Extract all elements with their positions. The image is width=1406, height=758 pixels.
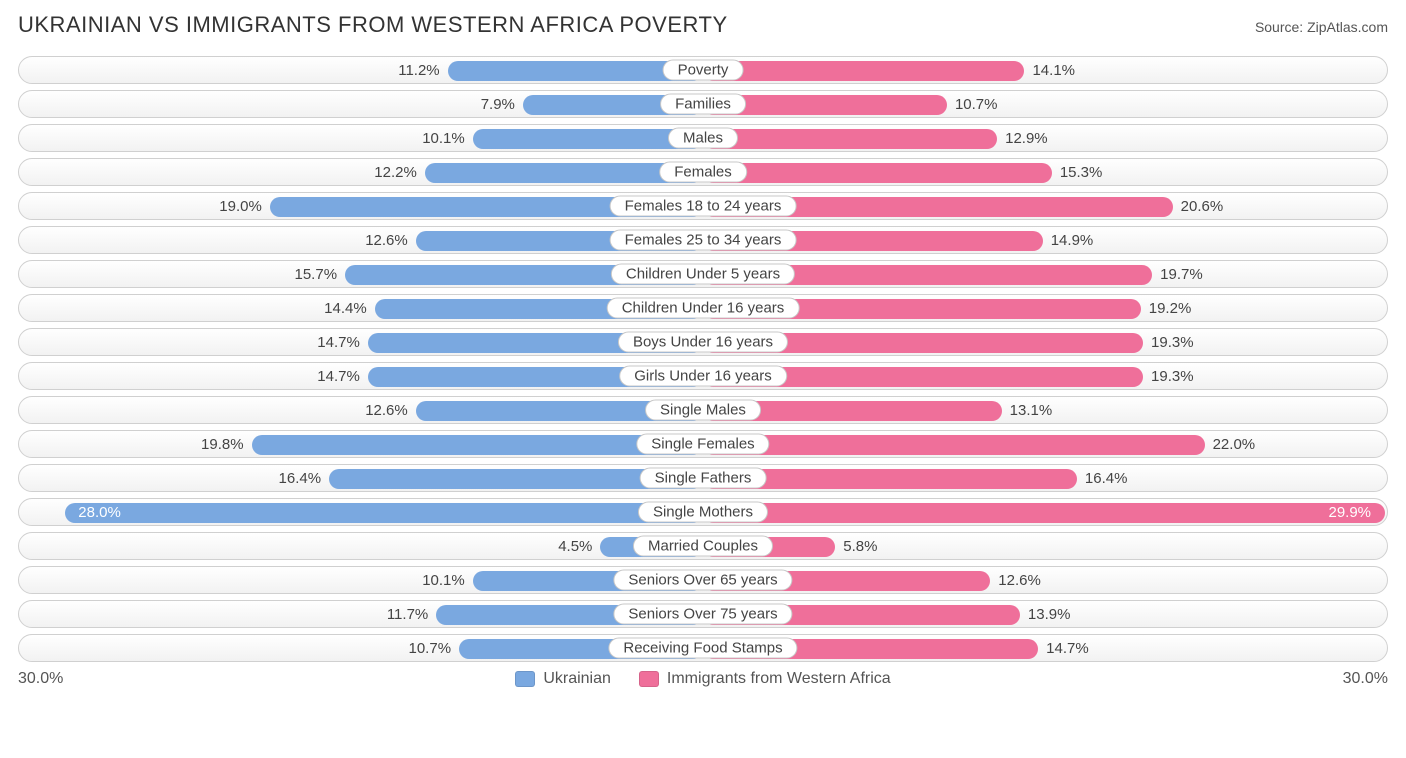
chart-row: 19.0% 20.6% Females 18 to 24 years: [18, 192, 1388, 220]
value-left: 28.0%: [78, 499, 121, 527]
value-right: 14.7%: [1046, 635, 1089, 663]
bar-right: [703, 129, 997, 149]
chart-row: 12.6% 14.9% Females 25 to 34 years: [18, 226, 1388, 254]
category-label: Single Males: [645, 400, 761, 421]
category-label: Receiving Food Stamps: [608, 638, 797, 659]
category-label: Families: [660, 94, 746, 115]
value-left: 19.0%: [219, 193, 262, 221]
chart-row: 14.7% 19.3% Girls Under 16 years: [18, 362, 1388, 390]
legend-label-right: Immigrants from Western Africa: [667, 670, 891, 688]
axis-max-right: 30.0%: [1343, 670, 1388, 688]
value-right: 15.3%: [1060, 159, 1103, 187]
category-label: Boys Under 16 years: [618, 332, 788, 353]
axis-max-left: 30.0%: [18, 670, 63, 688]
value-left: 14.7%: [317, 329, 360, 357]
legend-item-right: Immigrants from Western Africa: [639, 670, 891, 688]
source-site: ZipAtlas.com: [1307, 19, 1388, 35]
category-label: Married Couples: [633, 536, 773, 557]
chart-footer: 30.0% Ukrainian Immigrants from Western …: [18, 670, 1388, 688]
value-left: 11.2%: [398, 57, 439, 85]
chart-title: UKRAINIAN VS IMMIGRANTS FROM WESTERN AFR…: [18, 12, 728, 38]
chart-row: 11.7% 13.9% Seniors Over 75 years: [18, 600, 1388, 628]
legend-label-left: Ukrainian: [543, 670, 611, 688]
value-left: 7.9%: [481, 91, 515, 119]
value-right: 10.7%: [955, 91, 998, 119]
source: Source: ZipAtlas.com: [1255, 19, 1388, 35]
value-right: 19.7%: [1160, 261, 1203, 289]
value-left: 10.7%: [409, 635, 452, 663]
category-label: Females: [659, 162, 747, 183]
value-right: 16.4%: [1085, 465, 1128, 493]
value-right: 12.6%: [998, 567, 1041, 595]
category-label: Females 18 to 24 years: [610, 196, 797, 217]
chart-row: 4.5% 5.8% Married Couples: [18, 532, 1388, 560]
value-left: 14.4%: [324, 295, 367, 323]
source-label: Source:: [1255, 19, 1303, 35]
value-right: 12.9%: [1005, 125, 1048, 153]
value-right: 22.0%: [1213, 431, 1256, 459]
chart-row: 7.9% 10.7% Families: [18, 90, 1388, 118]
chart-row: 28.0% 29.9% Single Mothers: [18, 498, 1388, 526]
value-left: 11.7%: [387, 601, 428, 629]
chart-row: 15.7% 19.7% Children Under 5 years: [18, 260, 1388, 288]
bar-right: [703, 61, 1024, 81]
value-right: 13.1%: [1010, 397, 1053, 425]
chart-row: 12.2% 15.3% Females: [18, 158, 1388, 186]
value-right: 5.8%: [843, 533, 877, 561]
chart-row: 19.8% 22.0% Single Females: [18, 430, 1388, 458]
category-label: Males: [668, 128, 738, 149]
chart-row: 12.6% 13.1% Single Males: [18, 396, 1388, 424]
value-right: 19.3%: [1151, 329, 1194, 357]
chart-row: 10.1% 12.6% Seniors Over 65 years: [18, 566, 1388, 594]
chart-row: 16.4% 16.4% Single Fathers: [18, 464, 1388, 492]
category-label: Seniors Over 75 years: [613, 604, 792, 625]
value-right: 19.3%: [1151, 363, 1194, 391]
value-right: 14.9%: [1051, 227, 1094, 255]
category-label: Single Females: [636, 434, 769, 455]
value-right: 13.9%: [1028, 601, 1071, 629]
bar-right: [703, 503, 1385, 523]
value-left: 12.6%: [365, 227, 408, 255]
value-right: 19.2%: [1149, 295, 1192, 323]
value-left: 14.7%: [317, 363, 360, 391]
diverging-bar-chart: 11.2%14.1%Poverty7.9%10.7%Families10.1%1…: [18, 56, 1388, 662]
value-left: 10.1%: [422, 567, 465, 595]
value-right: 29.9%: [1328, 499, 1371, 527]
value-left: 15.7%: [295, 261, 338, 289]
category-label: Females 25 to 34 years: [610, 230, 797, 251]
value-left: 12.6%: [365, 397, 408, 425]
value-left: 10.1%: [422, 125, 465, 153]
legend-swatch-right: [639, 671, 659, 687]
legend: Ukrainian Immigrants from Western Africa: [515, 670, 890, 688]
category-label: Poverty: [663, 60, 744, 81]
chart-row: 11.2% 14.1% Poverty: [18, 56, 1388, 84]
bar-left: [252, 435, 703, 455]
category-label: Children Under 16 years: [607, 298, 800, 319]
value-left: 19.8%: [201, 431, 244, 459]
value-right: 14.1%: [1032, 57, 1075, 85]
value-right: 20.6%: [1181, 193, 1224, 221]
bar-right: [703, 435, 1205, 455]
chart-row: 14.4% 19.2% Children Under 16 years: [18, 294, 1388, 322]
legend-item-left: Ukrainian: [515, 670, 611, 688]
value-left: 12.2%: [374, 159, 417, 187]
chart-row: 10.1% 12.9% Males: [18, 124, 1388, 152]
header: UKRAINIAN VS IMMIGRANTS FROM WESTERN AFR…: [18, 12, 1388, 38]
category-label: Children Under 5 years: [611, 264, 795, 285]
value-left: 16.4%: [279, 465, 322, 493]
category-label: Girls Under 16 years: [619, 366, 787, 387]
chart-row: 10.7% 14.7% Receiving Food Stamps: [18, 634, 1388, 662]
category-label: Single Fathers: [640, 468, 767, 489]
category-label: Seniors Over 65 years: [613, 570, 792, 591]
category-label: Single Mothers: [638, 502, 768, 523]
value-left: 4.5%: [558, 533, 592, 561]
chart-row: 14.7% 19.3% Boys Under 16 years: [18, 328, 1388, 356]
legend-swatch-left: [515, 671, 535, 687]
bar-right: [703, 163, 1052, 183]
bar-left: [65, 503, 703, 523]
